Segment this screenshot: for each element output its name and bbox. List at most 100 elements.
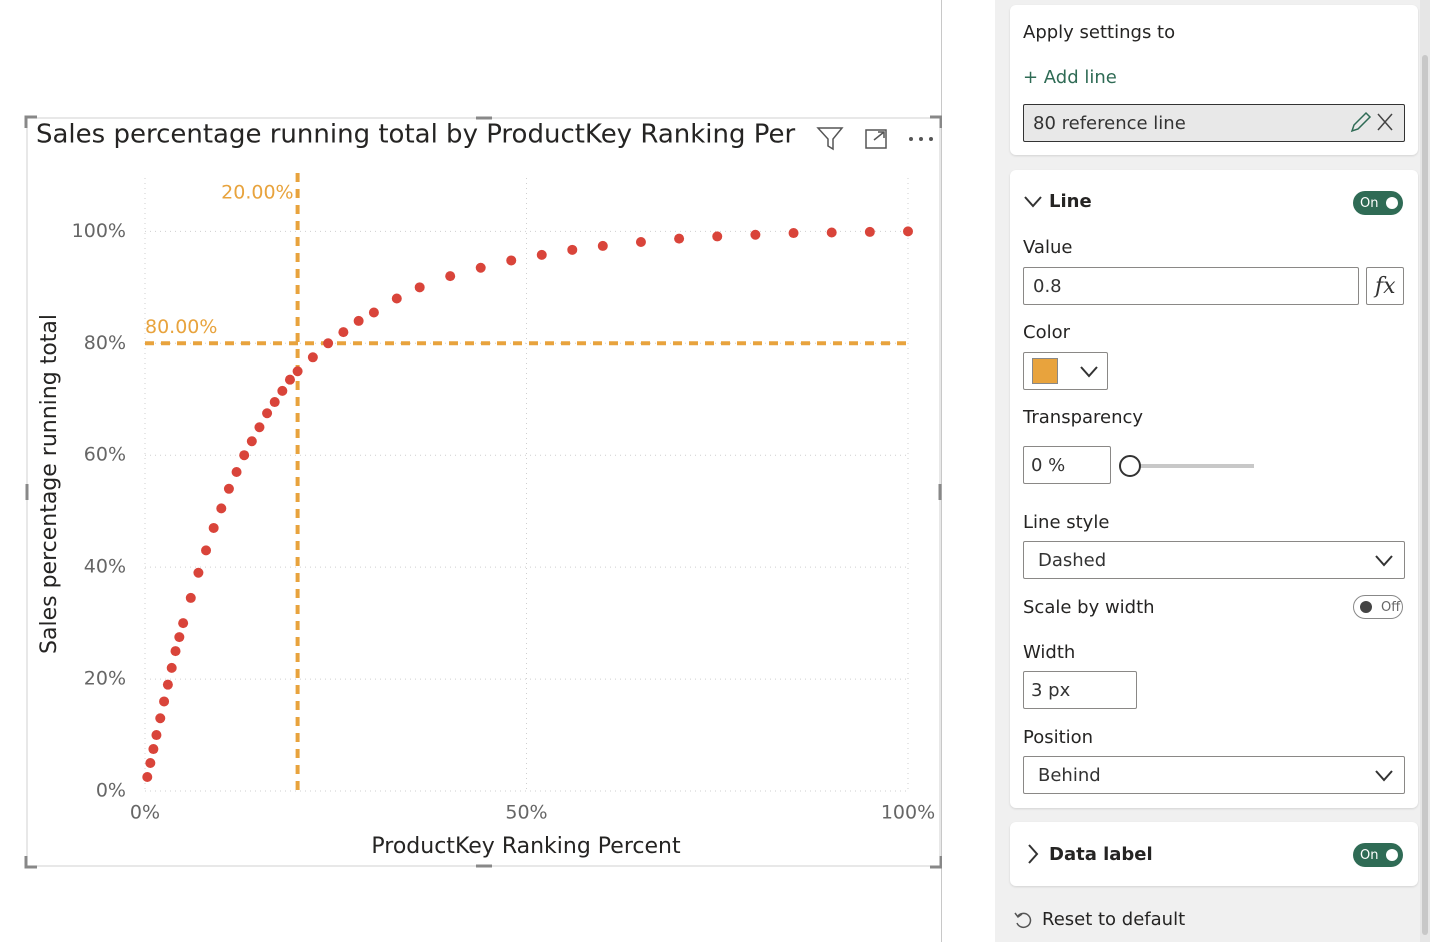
point [414, 282, 425, 293]
point [170, 646, 181, 657]
value-input[interactable]: 0.8 [1023, 267, 1359, 305]
point [159, 696, 170, 707]
position-dropdown[interactable]: Behind [1023, 756, 1405, 794]
edit-delete-icons[interactable] [1346, 111, 1396, 135]
y-tick-label: 80% [84, 332, 126, 354]
point [506, 255, 517, 266]
point [284, 374, 295, 385]
point [201, 545, 212, 556]
visual-header-icons[interactable] [816, 127, 887, 151]
line-selector[interactable]: 80 reference line [1023, 104, 1405, 142]
y-tick-label: 100% [72, 220, 126, 242]
point [142, 772, 153, 783]
point [536, 249, 547, 260]
point [475, 262, 486, 273]
y-axis-title: Sales percentage running total [37, 314, 62, 654]
point [148, 744, 159, 755]
point [674, 233, 685, 244]
y-tick-label: 20% [84, 668, 126, 690]
reference-label: 20.00% [221, 182, 293, 204]
point [155, 713, 166, 724]
point [788, 228, 799, 239]
more-options[interactable] [909, 137, 933, 141]
y-tick-label: 40% [84, 556, 126, 578]
point [269, 397, 280, 408]
color-swatch [1032, 358, 1058, 384]
point [903, 226, 913, 237]
point [338, 327, 349, 338]
format-pane: Apply settings to + Add line 80 referenc… [995, 0, 1420, 942]
toggle[interactable]: On [1353, 191, 1403, 215]
label: Color [1023, 322, 1070, 343]
y-tick-label: 0% [96, 780, 126, 802]
point [216, 503, 227, 514]
transparency-slider[interactable] [1118, 452, 1258, 482]
point [292, 366, 303, 377]
point [445, 271, 456, 282]
label: Width [1023, 642, 1076, 663]
line-style-dropdown[interactable]: Dashed [1023, 541, 1405, 579]
point [223, 483, 234, 494]
point [162, 679, 173, 690]
y-tick-label: 60% [84, 444, 126, 466]
reference-label: 80.00% [145, 316, 217, 338]
chart-title: Sales percentage running total by Produc… [36, 120, 796, 150]
scroll-thumb[interactable] [1422, 55, 1428, 935]
point [178, 618, 189, 629]
toggle[interactable]: On [1353, 843, 1403, 867]
color-picker[interactable] [1023, 352, 1108, 390]
section-title: Data label [1049, 844, 1153, 865]
point [323, 338, 334, 349]
point [262, 408, 273, 419]
point [239, 450, 250, 461]
reset-icon[interactable] [1013, 910, 1033, 930]
label: Transparency [1023, 407, 1144, 428]
point [391, 293, 402, 304]
add-line[interactable]: + Add line [1023, 67, 1117, 88]
label: Scale by width [1023, 597, 1155, 618]
data-label-card: Data label On [1010, 822, 1418, 886]
transparency-input[interactable]: 0 % [1023, 446, 1111, 484]
selected-line: 80 reference line [1033, 112, 1186, 134]
x-tick-label: 50% [505, 802, 547, 824]
apply-settings-card: Apply settings to + Add line 80 referenc… [1010, 5, 1418, 155]
label: Apply settings to [1023, 22, 1176, 43]
x-axis-title: ProductKey Ranking Percent [371, 834, 681, 859]
scrollbar[interactable] [1420, 0, 1430, 942]
resize-handles [24, 115, 942, 869]
point [231, 467, 242, 478]
point [712, 231, 723, 242]
point [145, 758, 156, 769]
label: Value [1023, 237, 1073, 258]
chevron [1375, 555, 1393, 567]
point [193, 567, 204, 578]
point [368, 307, 379, 318]
chevron [1375, 770, 1393, 782]
point [307, 352, 318, 363]
point [567, 244, 578, 255]
chevron[interactable] [1026, 843, 1040, 865]
selected-position: Behind [1038, 764, 1101, 786]
point [246, 436, 257, 447]
point [826, 227, 837, 238]
section-title: Line [1049, 191, 1092, 212]
label: Line style [1023, 512, 1110, 533]
chevron[interactable] [1023, 195, 1043, 209]
point [597, 240, 608, 251]
point [208, 522, 219, 533]
x-tick-label: 100% [881, 802, 935, 824]
fx-button[interactable]: fx [1366, 267, 1404, 305]
point [254, 422, 265, 433]
point [174, 632, 185, 643]
label: Position [1023, 727, 1094, 748]
chart: Sales percentage running total by Produc… [24, 0, 942, 942]
toggle[interactable]: Off [1353, 595, 1403, 619]
point [635, 237, 646, 247]
width-input[interactable]: 3 px [1023, 671, 1137, 709]
x-tick-label: 0% [130, 802, 160, 824]
point [185, 592, 196, 603]
point [750, 229, 761, 240]
point [353, 315, 364, 326]
reset-to-default[interactable]: Reset to default [1042, 909, 1186, 930]
